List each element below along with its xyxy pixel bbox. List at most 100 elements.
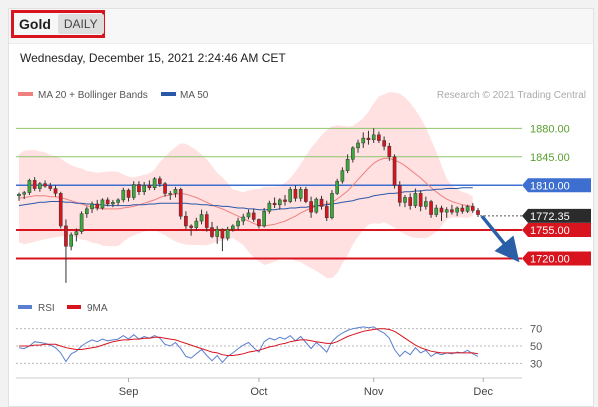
timeframe-badge[interactable]: DAILY	[57, 14, 104, 34]
instrument-title: Gold	[19, 16, 51, 32]
candle-body	[90, 203, 94, 210]
level-label-4: 1755.00	[530, 225, 570, 237]
candle-body	[460, 207, 465, 212]
level-label-0: 1880.00	[530, 123, 570, 135]
candle-body	[43, 183, 47, 187]
candle-body	[215, 228, 220, 237]
ma20-line	[18, 157, 473, 227]
legend-label-9ma: 9MA	[87, 303, 108, 314]
level-tag-4	[522, 223, 591, 237]
title-box: Gold DAILY	[11, 10, 105, 38]
candle-body	[236, 220, 240, 227]
candle-body	[69, 234, 73, 247]
rsi-line	[18, 326, 479, 364]
candle-body	[351, 147, 355, 160]
candle-body	[126, 189, 131, 198]
candle-body	[267, 202, 272, 212]
level-label-1: 1845.00	[530, 152, 570, 164]
candle-body	[283, 199, 287, 202]
research-credit: Research © 2021 Trading Central	[437, 90, 586, 101]
candle-body	[377, 134, 381, 141]
candle-body	[152, 178, 157, 188]
candle-body	[111, 202, 115, 205]
candle-body	[392, 156, 397, 186]
candle-body	[74, 231, 79, 236]
candle-body	[465, 206, 470, 212]
candle-body	[319, 198, 324, 207]
candle-body	[361, 137, 366, 144]
rsi-legend: RSI 9MA	[18, 303, 108, 314]
candle-body	[288, 189, 293, 202]
candle-body	[84, 208, 89, 214]
candle-body	[257, 219, 261, 227]
x-tick-label-0: Sep	[119, 386, 139, 398]
legend-swatch-ma20	[18, 92, 33, 96]
legend-label-rsi: RSI	[38, 303, 55, 314]
candle-body	[121, 189, 126, 201]
candle-body	[137, 184, 141, 193]
candle-body	[345, 158, 350, 171]
candle-body	[418, 193, 423, 207]
candle-body	[293, 189, 298, 199]
candle-body	[309, 201, 313, 213]
candle-body	[277, 199, 282, 206]
level-tag-5	[522, 251, 591, 266]
x-axis-ticks: Sep Oct Nov Dec	[119, 378, 493, 398]
candle-body	[199, 214, 204, 222]
ma50-line	[18, 187, 473, 211]
level-label-5: 1720.00	[530, 253, 570, 265]
main-legend: MA 20 + Bollinger Bands MA 50 Research ©…	[18, 90, 586, 101]
candle-body	[298, 189, 303, 199]
candle-body	[371, 134, 376, 140]
level-label-2: 1810.00	[530, 180, 570, 192]
candle-body	[173, 189, 178, 194]
candle-body	[27, 180, 32, 193]
legend-swatch-9ma	[67, 305, 81, 309]
candle-body	[241, 216, 246, 222]
candle-body	[158, 178, 162, 184]
rsi-tick-2: 30	[530, 358, 542, 370]
projection-arrow	[480, 215, 520, 263]
candle-body	[366, 137, 371, 140]
candle-body	[194, 220, 199, 228]
candle-body	[262, 211, 266, 227]
candle-body	[17, 193, 21, 197]
rsi-plot: 70 50 30	[16, 324, 542, 370]
candle-body	[184, 215, 188, 227]
candle-body	[304, 189, 308, 202]
candle-body	[220, 228, 225, 239]
candle-body	[444, 209, 449, 213]
candle-body	[168, 193, 173, 195]
level-tag-2	[522, 178, 591, 193]
rsi-9ma-line	[19, 328, 479, 356]
candle-body	[131, 184, 136, 198]
candle-body	[163, 183, 167, 194]
candle-body	[53, 188, 58, 194]
candle-body	[340, 170, 345, 182]
x-tick-label-2: Nov	[364, 386, 384, 398]
candle-body	[314, 198, 319, 213]
candle-body	[189, 225, 193, 228]
header-bar: Gold DAILY	[9, 9, 593, 44]
candle-body	[58, 193, 63, 227]
candle-body	[22, 192, 27, 195]
candle-body	[79, 213, 84, 232]
rsi-tick-0: 70	[530, 324, 542, 336]
legend-label-ma20: MA 20 + Bollinger Bands	[38, 90, 148, 101]
candle-body	[429, 201, 433, 215]
x-tick-label-1: Oct	[250, 386, 267, 398]
candle-body	[397, 185, 402, 203]
candle-body	[424, 201, 428, 207]
candle-body	[142, 185, 146, 193]
candle-body	[147, 185, 152, 188]
candle-body	[231, 225, 235, 230]
legend-swatch-rsi	[18, 305, 32, 309]
candle-body	[439, 207, 444, 213]
candle-body	[105, 199, 110, 205]
candle-body	[335, 180, 339, 194]
candle-body	[387, 145, 392, 158]
candle-body	[470, 206, 475, 211]
candle-body	[210, 227, 214, 237]
rsi-tick-1: 50	[530, 341, 542, 353]
